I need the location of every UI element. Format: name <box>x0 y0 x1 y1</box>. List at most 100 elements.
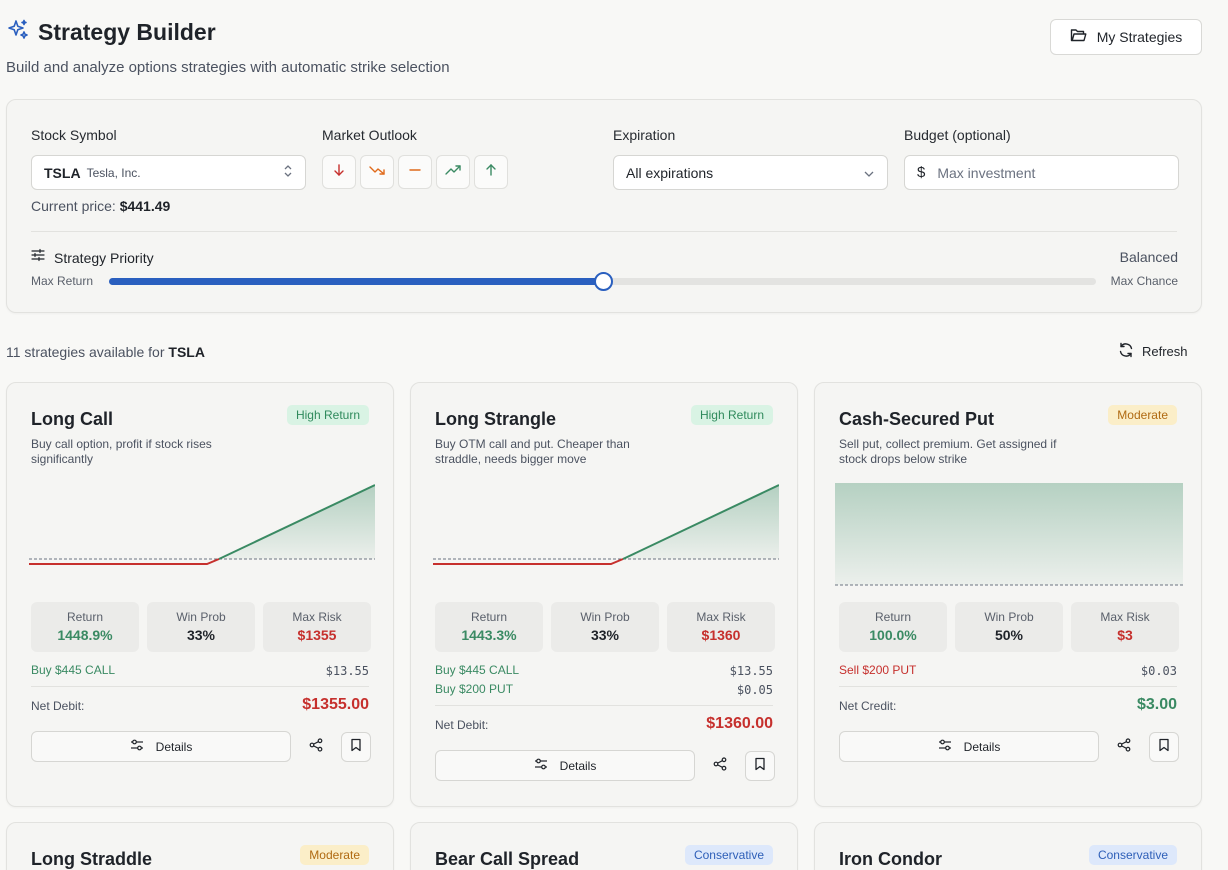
max-risk-stat: Max Risk $1360 <box>667 602 775 652</box>
share-button[interactable] <box>1109 732 1139 762</box>
stat-value: $1360 <box>701 627 741 643</box>
details-label: Details <box>963 739 1001 754</box>
strategy-card-cash-secured-put[interactable]: Cash-Secured Put Moderate Sell put, coll… <box>814 382 1202 807</box>
outlook-bullish-button[interactable] <box>474 155 508 189</box>
my-strategies-label: My Strategies <box>1096 29 1183 45</box>
details-button[interactable]: Details <box>31 731 291 762</box>
priority-value: Balanced <box>1119 249 1178 265</box>
strategy-config-panel: Stock Symbol TSLA Tesla, Inc. Current pr… <box>6 99 1202 313</box>
bookmark-button[interactable] <box>341 732 371 762</box>
strategy-card-iron-condor[interactable]: Iron Condor Conservative <box>814 822 1202 870</box>
payoff-chart <box>29 484 375 565</box>
stat-label: Win Prob <box>984 610 1034 624</box>
sparkles-icon <box>6 18 30 47</box>
bookmark-button[interactable] <box>1149 732 1179 762</box>
budget-input[interactable]: $ Max investment <box>904 155 1179 190</box>
sliders-icon <box>31 248 45 267</box>
leg-text: Buy $200 PUT <box>435 682 514 696</box>
card-badge: Conservative <box>684 845 773 865</box>
max-risk-stat: Max Risk $1355 <box>263 602 371 652</box>
card-badge: Conservative <box>1088 845 1177 865</box>
refresh-icon <box>1118 342 1134 361</box>
stat-label: Win Prob <box>580 610 630 624</box>
share-icon <box>713 756 727 776</box>
expiration-label: Expiration <box>613 127 676 143</box>
bookmark-icon <box>754 757 766 776</box>
panel-divider <box>31 231 1177 232</box>
win-prob-stat: Win Prob 50% <box>955 602 1063 652</box>
dollar-icon: $ <box>917 164 926 181</box>
return-stat: Return 100.0% <box>839 602 947 652</box>
payoff-chart <box>433 484 779 565</box>
net-label: Net Debit: <box>435 718 489 732</box>
current-price-value: $441.49 <box>119 198 171 214</box>
profit-line <box>622 484 779 560</box>
net-value: $3.00 <box>1136 696 1177 713</box>
chevron-up-down-icon <box>283 164 293 181</box>
max-risk-stat: Max Risk $3 <box>1071 602 1179 652</box>
trending-up-icon <box>445 163 461 182</box>
win-prob-stat: Win Prob 33% <box>551 602 659 652</box>
leg-text: Buy $445 CALL <box>31 663 116 677</box>
strategies-count: 11 strategies available for TSLA <box>6 344 205 360</box>
expiration-select[interactable]: All expirations <box>613 155 888 190</box>
stat-value: 100.0% <box>869 627 917 643</box>
budget-placeholder: Max investment <box>937 164 1036 181</box>
stat-label: Return <box>470 610 508 624</box>
share-button[interactable] <box>301 732 331 762</box>
outlook-slightly-bullish-button[interactable] <box>436 155 470 189</box>
strategy-card-long-call[interactable]: Long Call High Return Buy call option, p… <box>6 382 394 807</box>
outlook-bearish-button[interactable] <box>322 155 356 189</box>
card-title: Long Strangle <box>435 409 556 429</box>
page-title: Strategy Builder <box>38 19 216 45</box>
company-name: Tesla, Inc. <box>86 165 141 180</box>
stat-value: 1448.9% <box>57 627 113 643</box>
strategy-priority-label: Strategy Priority <box>54 249 154 266</box>
strategy-card-bear-call-spread[interactable]: Bear Call Spread Conservative <box>410 822 798 870</box>
priority-slider-thumb[interactable] <box>593 272 613 291</box>
win-prob-stat: Win Prob 33% <box>147 602 255 652</box>
stat-value: 33% <box>590 627 620 643</box>
current-price: Current price: $441.49 <box>31 198 170 214</box>
details-label: Details <box>559 758 597 773</box>
details-button[interactable]: Details <box>435 750 695 781</box>
card-title: Long Straddle <box>31 849 152 869</box>
slider-left-label: Max Return <box>31 274 94 288</box>
leg-price: $13.55 <box>325 664 369 678</box>
my-strategies-button[interactable]: My Strategies <box>1050 19 1202 55</box>
stat-value: 1443.3% <box>461 627 517 643</box>
strategies-count-text: 11 strategies available for <box>6 344 165 360</box>
stat-label: Win Prob <box>176 610 226 624</box>
priority-slider-fill <box>109 278 603 285</box>
stat-label: Max Risk <box>292 610 342 624</box>
stock-symbol-label: Stock Symbol <box>31 127 117 143</box>
outlook-slightly-bearish-button[interactable] <box>360 155 394 189</box>
leg-text: Buy $445 CALL <box>435 663 520 677</box>
strategy-card-long-straddle[interactable]: Long Straddle Moderate <box>6 822 394 870</box>
stat-value: 50% <box>994 627 1024 643</box>
share-icon <box>309 737 323 757</box>
details-label: Details <box>155 739 193 754</box>
bookmark-button[interactable] <box>745 751 775 781</box>
stock-symbol-select[interactable]: TSLA Tesla, Inc. <box>31 155 306 190</box>
strategy-card-long-strangle[interactable]: Long Strangle High Return Buy OTM call a… <box>410 382 798 807</box>
profit-line <box>218 484 375 560</box>
stat-value: $1355 <box>297 627 337 643</box>
current-price-label: Current price: <box>31 198 116 214</box>
share-button[interactable] <box>705 751 735 781</box>
leg-price: $0.03 <box>1140 664 1177 678</box>
card-badge: High Return <box>286 405 369 425</box>
outlook-neutral-button[interactable] <box>398 155 432 189</box>
refresh-button[interactable]: Refresh <box>1118 342 1188 361</box>
card-divider <box>435 705 773 706</box>
stat-value: 33% <box>186 627 216 643</box>
net-value: $1355.00 <box>302 696 369 713</box>
budget-label: Budget (optional) <box>904 127 1011 143</box>
bookmark-icon <box>350 738 362 757</box>
stat-label: Return <box>874 610 912 624</box>
minus-icon <box>408 163 422 182</box>
payoff-chart <box>835 483 1183 586</box>
card-badge: Moderate <box>300 845 369 865</box>
details-button[interactable]: Details <box>839 731 1099 762</box>
sliders-horizontal-icon <box>534 758 548 773</box>
